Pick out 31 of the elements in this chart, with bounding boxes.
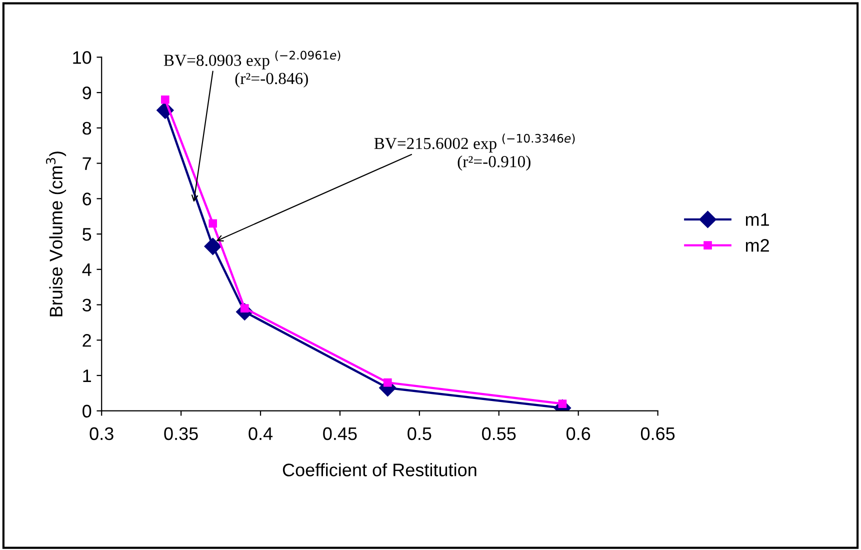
y-tick-label: 9	[82, 86, 92, 100]
y-tick-label: 5	[82, 228, 92, 241]
x-axis-title: Coefficient of Restitution	[282, 463, 476, 476]
x-tick-label: 0.35	[164, 427, 198, 440]
point	[160, 95, 170, 104]
y-tick-label: 3	[82, 298, 92, 312]
annotation: (r²=-0.846)	[235, 72, 308, 88]
y-tick-label: 0	[82, 404, 92, 418]
y-tick-label: 1	[83, 370, 91, 382]
y-tick-label: 6	[82, 192, 92, 206]
legend-label: m2	[746, 239, 769, 252]
annotation: BV=215.6002 exp $^{(−10.3346e)}$	[374, 134, 575, 152]
point	[383, 378, 392, 387]
point	[204, 238, 222, 255]
y-tick-label: 7	[82, 157, 91, 170]
x-tick-label: 0.45	[323, 427, 357, 440]
annotation: (r²=-0.910)	[458, 156, 530, 171]
y-tick-label: 8	[82, 122, 92, 135]
annotation: BV=8.0903 exp $^{(−2.0961e)}$	[164, 50, 340, 70]
legend-label: m1	[746, 213, 769, 226]
point	[208, 219, 218, 228]
x-tick-label: 0.55	[482, 427, 516, 440]
y-axis-title: Bruise Volume (cm$^{3}$)	[46, 152, 66, 316]
y-tick-label: 4	[82, 264, 92, 276]
x-tick-label: 0.65	[640, 427, 675, 440]
y-tick-label: 2	[82, 334, 91, 347]
x-tick-label: 0.3	[90, 427, 114, 440]
x-tick-label: 0.5	[408, 427, 432, 440]
x-tick-label: 0.4	[248, 427, 273, 440]
x-tick-label: 0.6	[566, 427, 590, 440]
y-tick-label: 10	[73, 51, 92, 64]
